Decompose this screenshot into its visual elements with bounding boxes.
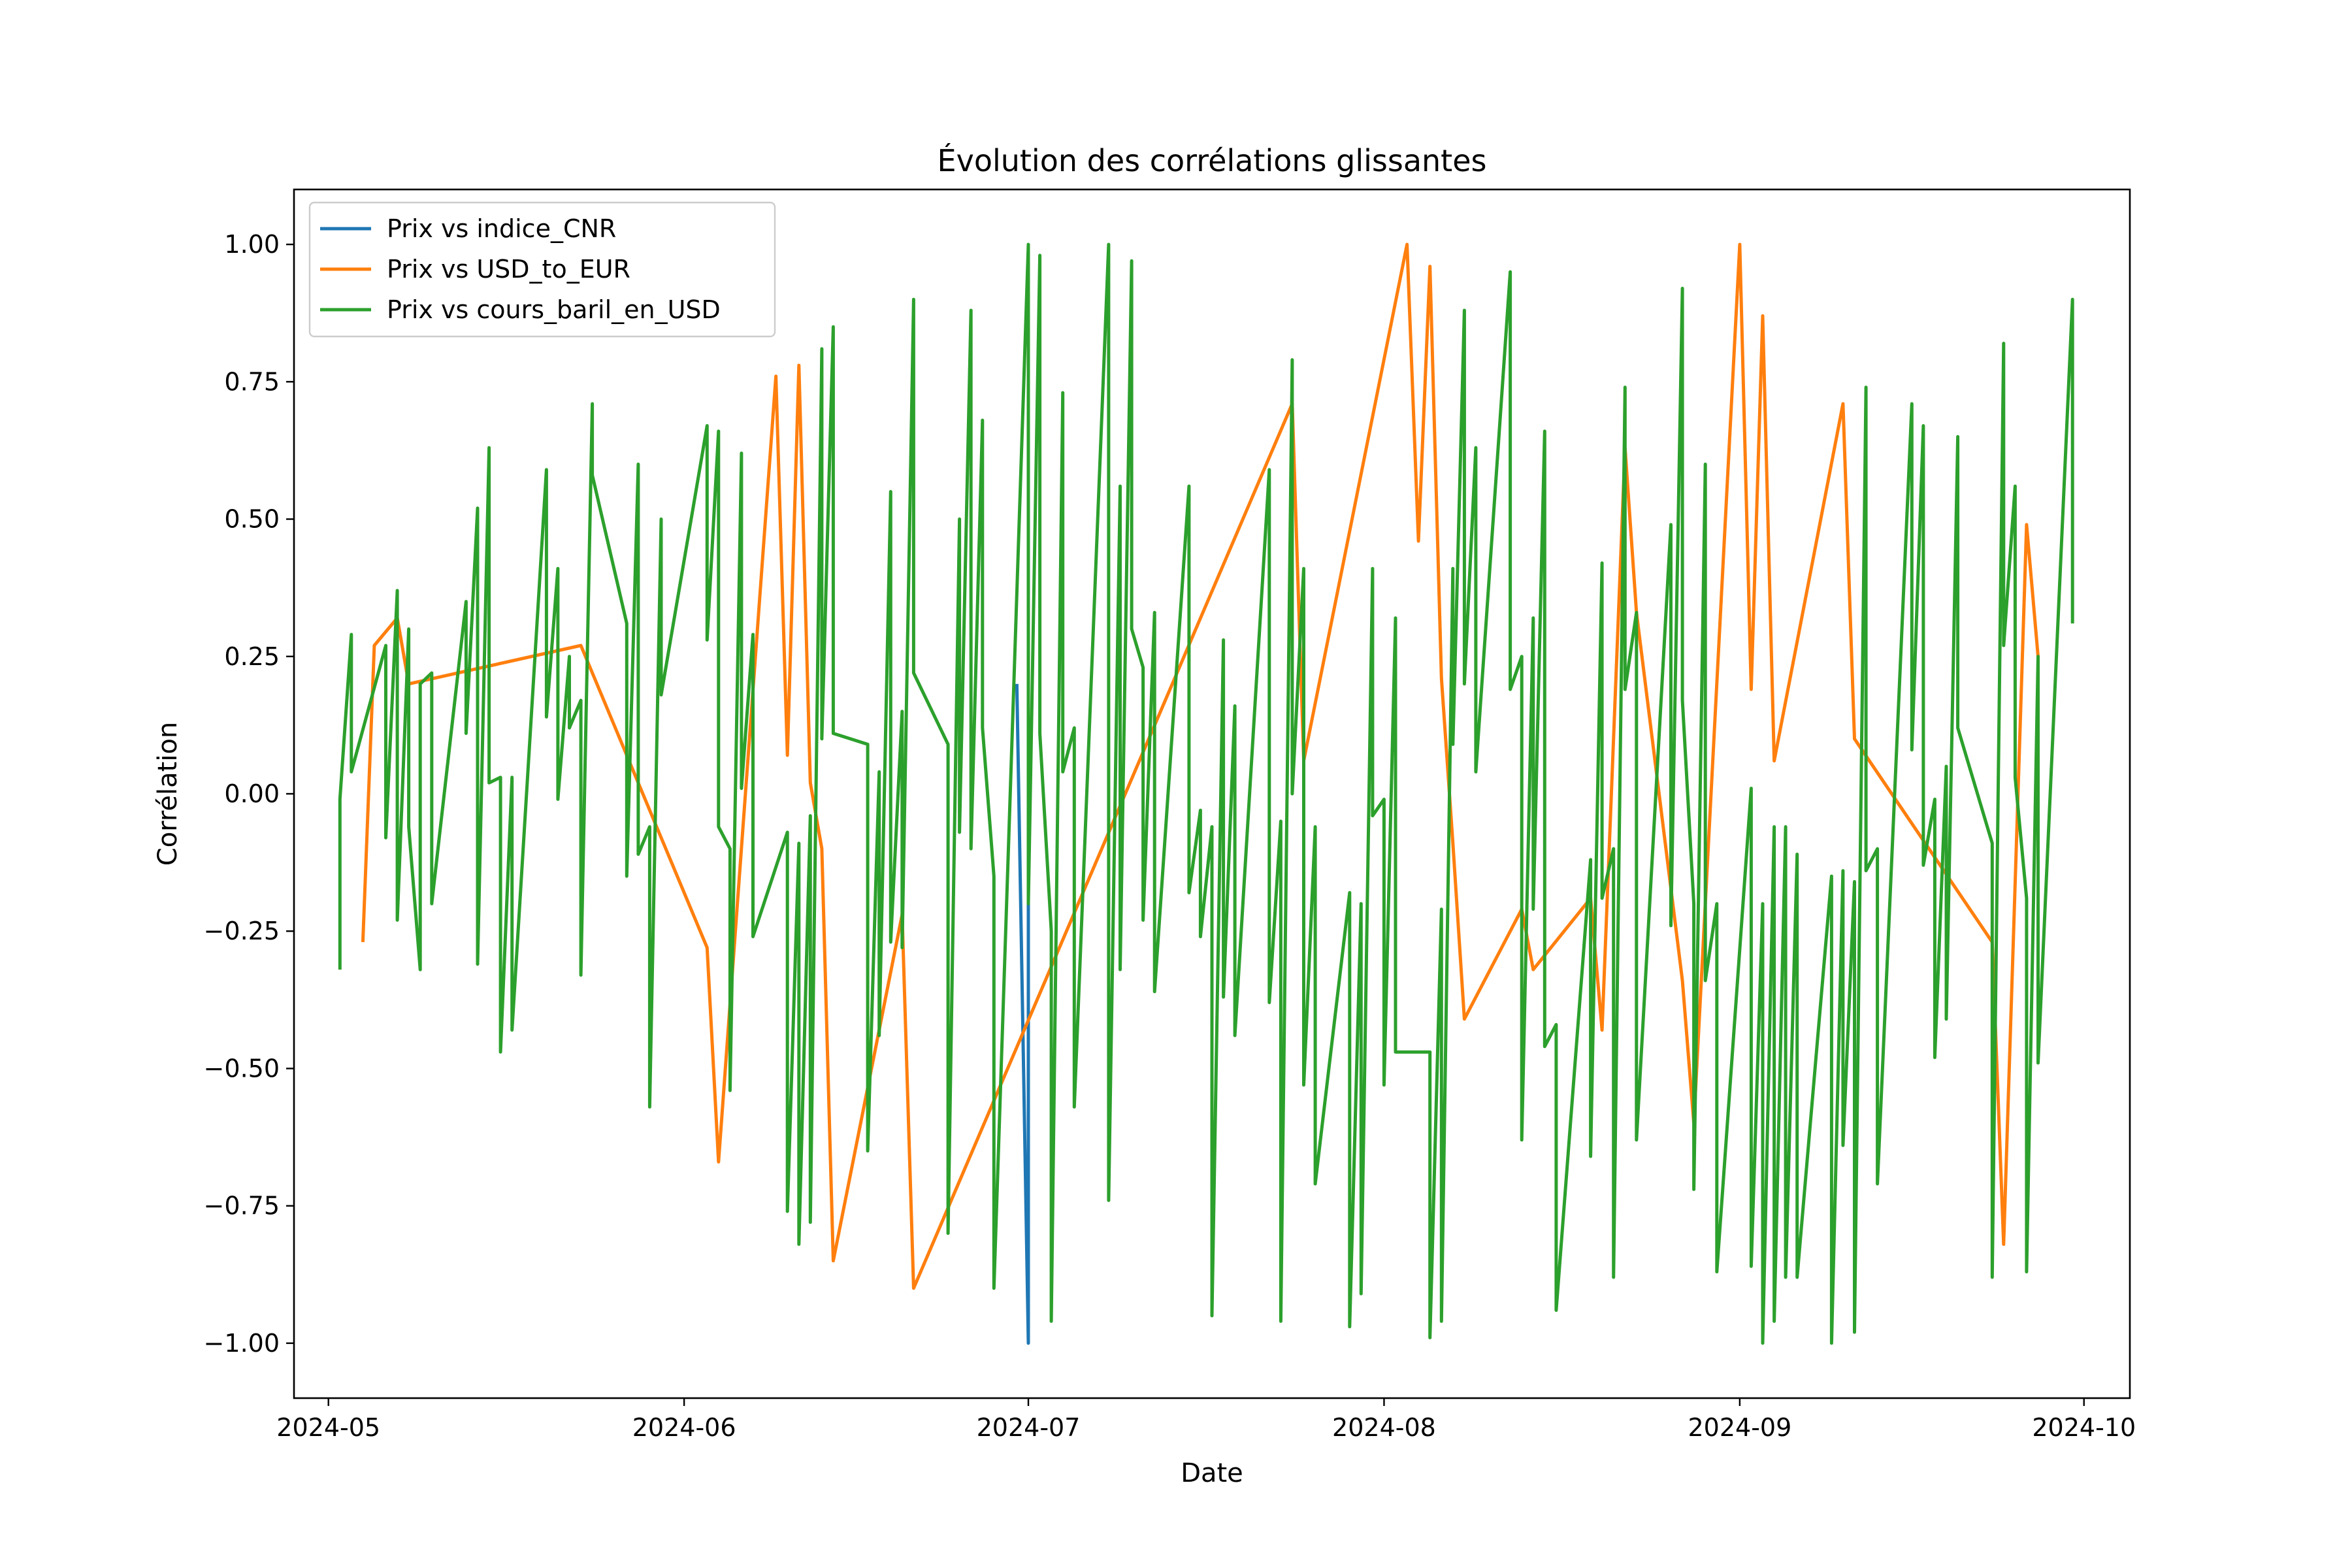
x-tick-label: 2024-05 [276,1413,380,1442]
y-tick-label: 0.75 [224,367,280,396]
series-3 [338,242,2074,1345]
chart-title: Évolution des corrélations glissantes [938,143,1487,178]
y-tick-label: 0.50 [224,505,280,534]
y-axis: −1.00 −0.75 −0.50 −0.25 0.00 0.25 0.50 0.75 1.00 [204,230,294,1358]
legend-label: Prix vs cours_baril_en_USD [387,295,721,324]
y-tick-label: −1.00 [204,1329,280,1358]
series-layer [338,242,2074,1345]
x-tick-label: 2024-07 [977,1413,1081,1442]
y-tick-label: 0.00 [224,779,280,808]
x-tick-label: 2024-06 [632,1413,736,1442]
x-tick-label: 2024-09 [1688,1413,1791,1442]
legend-box [308,201,776,338]
y-axis-title: Corrélation [153,722,183,866]
x-axis-title: Date [1181,1458,1243,1488]
series-line-3 [338,242,2074,1345]
y-tick-label: 1.00 [224,230,280,259]
legend-label: Prix vs USD_to_EUR [387,255,630,284]
y-tick-label: 0.25 [224,642,280,671]
legend-label: Prix vs indice_CNR [387,214,616,243]
x-tick-label: 2024-10 [2032,1413,2136,1442]
series-line-2 [361,242,2040,1290]
x-tick-label: 2024-08 [1332,1413,1436,1442]
y-tick-label: −0.75 [204,1192,280,1220]
y-tick-label: −0.50 [204,1054,280,1083]
y-tick-label: −0.25 [204,917,280,945]
legend: Prix vs indice_CNR Prix vs USD_to_EUR Prix… [308,201,776,338]
series-2 [361,242,2040,1290]
x-axis: 2024-05 2024-06 2024-07 2024-08 2024-09 2024-… [276,1398,2136,1442]
